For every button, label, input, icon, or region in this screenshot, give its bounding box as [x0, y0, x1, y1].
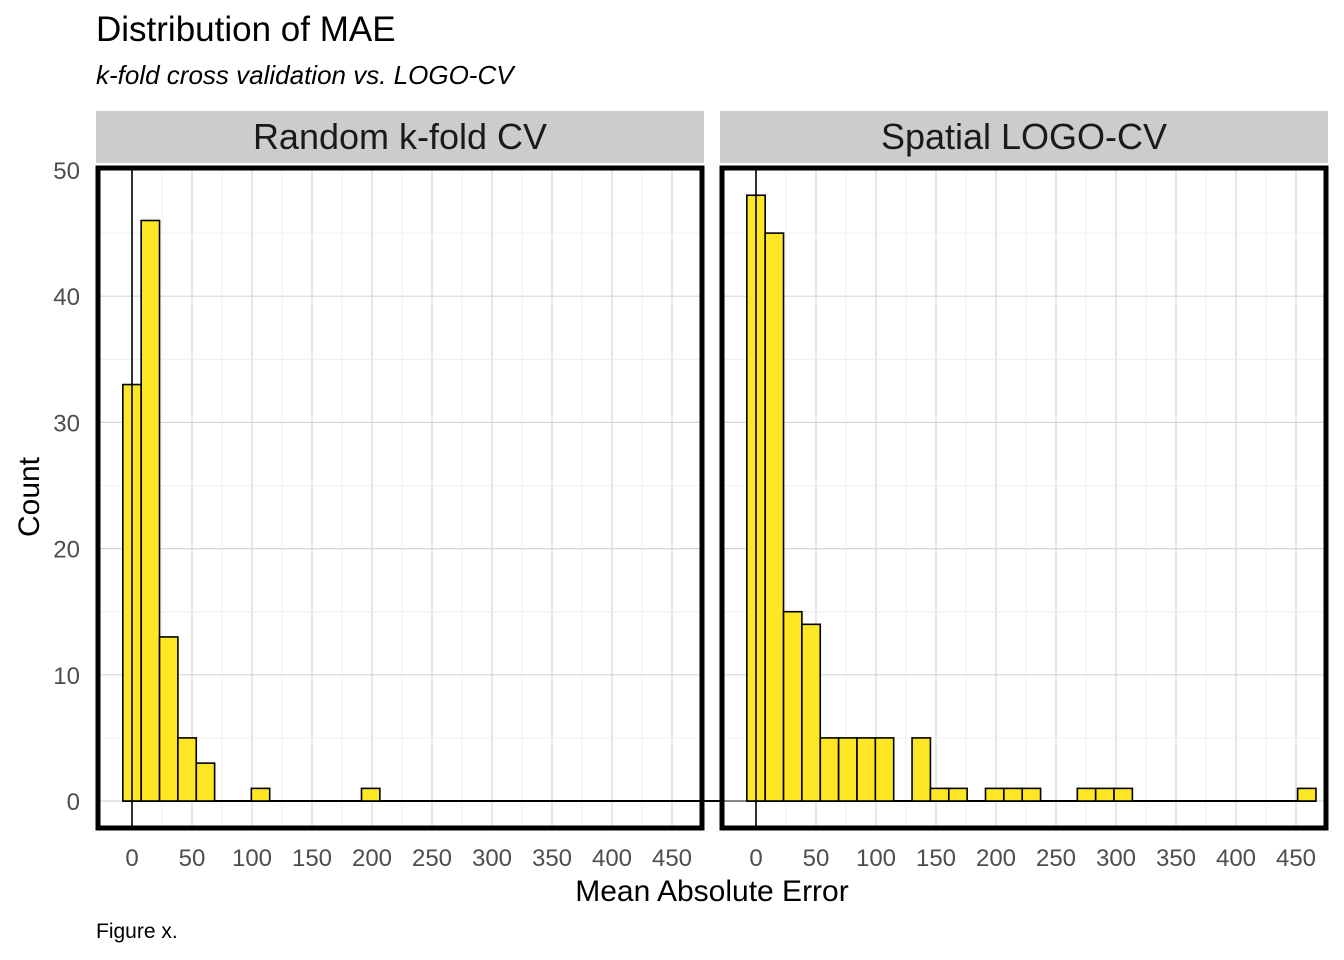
panel-strip: [720, 111, 1328, 163]
histogram-bar: [158, 636, 179, 802]
x-tick-label: 450: [1276, 845, 1316, 872]
histogram-bar: [801, 623, 822, 802]
figure-caption: Figure x.: [96, 920, 178, 943]
x-tick-label: 150: [292, 845, 332, 872]
y-tick-label: 10: [53, 663, 80, 690]
histogram-bar: [984, 787, 1005, 802]
x-tick-label: 0: [749, 845, 762, 872]
histogram-bar: [1296, 787, 1317, 802]
x-tick-label: 450: [652, 845, 692, 872]
x-tick-label: 200: [976, 845, 1016, 872]
x-tick-label: 250: [412, 845, 452, 872]
histogram-bar: [782, 610, 803, 802]
x-tick-label: 150: [916, 845, 956, 872]
x-tick-label: 50: [803, 845, 830, 872]
x-axis-title: Mean Absolute Error: [575, 875, 848, 908]
histogram-bar: [764, 232, 785, 802]
histogram-bar: [1113, 787, 1134, 802]
y-tick-label: 50: [53, 158, 80, 185]
histogram-bar: [195, 762, 216, 802]
histogram-bar: [360, 787, 381, 802]
histogram-bar: [1094, 787, 1115, 802]
y-tick-label: 20: [53, 537, 80, 564]
panel-strip-label: Random k-fold CV: [253, 116, 547, 157]
chart-subtitle: k-fold cross validation vs. LOGO-CV: [96, 60, 514, 90]
histogram-bar: [874, 737, 895, 802]
histogram-bar: [1076, 787, 1097, 802]
x-tick-label: 400: [1216, 845, 1256, 872]
x-tick-label: 400: [592, 845, 632, 872]
histogram-bar: [250, 787, 271, 802]
panel-strip-label: Spatial LOGO-CV: [881, 116, 1167, 157]
y-axis-title: Count: [13, 456, 46, 537]
panel-border: [719, 165, 1329, 831]
histogram-bar: [947, 787, 968, 802]
histogram-bar: [929, 787, 950, 802]
x-tick-label: 0: [125, 845, 138, 872]
histogram-bar: [140, 219, 161, 802]
panel-strip: [96, 111, 704, 163]
x-tick-label: 100: [856, 845, 896, 872]
histogram-bar: [1021, 787, 1042, 802]
histogram-bar: [1003, 787, 1024, 802]
histogram-bar: [177, 737, 198, 802]
x-tick-label: 350: [1156, 845, 1196, 872]
x-tick-label: 50: [179, 845, 206, 872]
histogram-bar: [911, 737, 932, 802]
x-tick-label: 100: [232, 845, 272, 872]
y-tick-label: 0: [67, 789, 80, 816]
y-tick-label: 30: [53, 410, 80, 437]
y-tick-label: 40: [53, 284, 80, 311]
chart-title: Distribution of MAE: [96, 10, 396, 49]
histogram-bar: [819, 737, 840, 802]
x-tick-label: 300: [472, 845, 512, 872]
x-tick-label: 200: [352, 845, 392, 872]
x-tick-label: 350: [532, 845, 572, 872]
histogram-bar: [856, 737, 877, 802]
histogram-bar: [837, 737, 858, 802]
panel-border: [95, 165, 705, 831]
x-tick-label: 250: [1036, 845, 1076, 872]
x-tick-label: 300: [1096, 845, 1136, 872]
